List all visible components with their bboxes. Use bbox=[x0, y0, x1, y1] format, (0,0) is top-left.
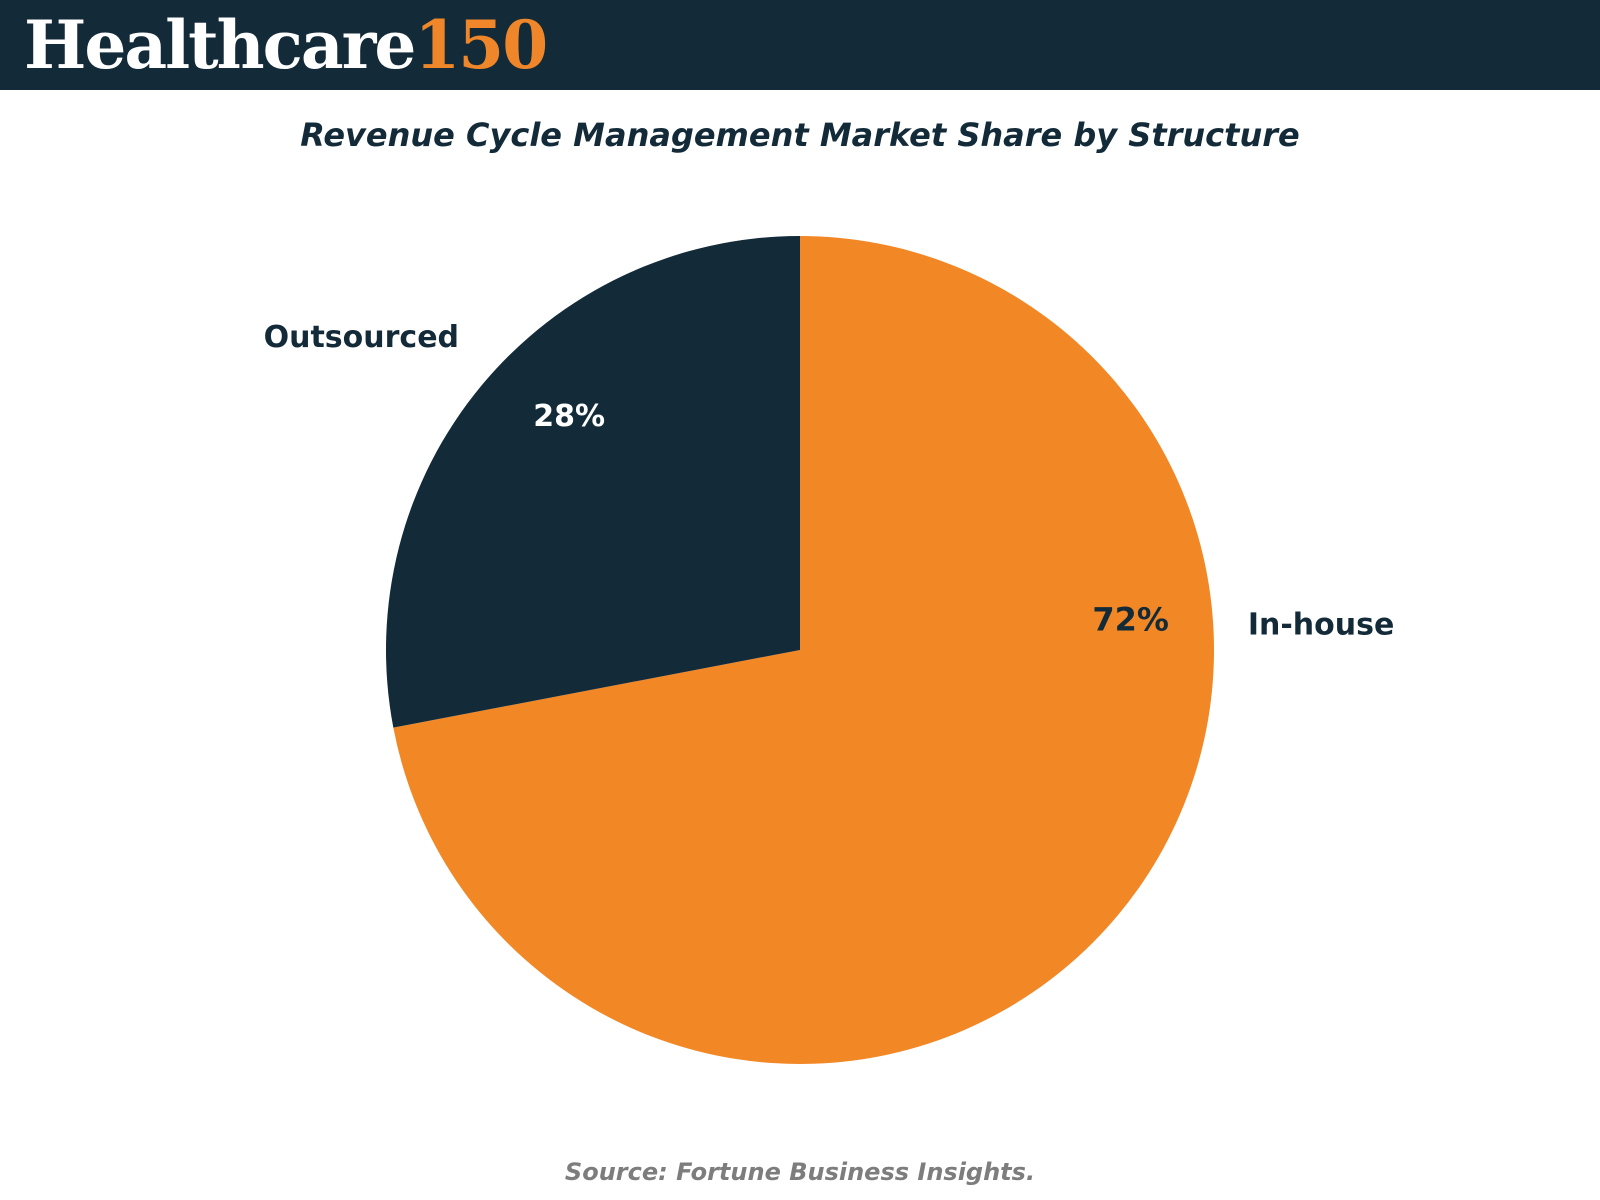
source-note: Source: Fortune Business Insights. bbox=[564, 1158, 1036, 1186]
logo-word: Healthcare bbox=[24, 6, 416, 84]
logo-number: 150 bbox=[414, 6, 548, 84]
chart-title: Revenue Cycle Management Market Share by… bbox=[300, 116, 1300, 154]
healthcare150-logo: Healthcare150 bbox=[24, 4, 548, 86]
category-label-in-house: In-house bbox=[1248, 608, 1395, 643]
header-bar: Healthcare150 bbox=[0, 0, 1600, 90]
value-label-outsourced: 28% bbox=[533, 399, 605, 434]
slice-outsourced bbox=[386, 236, 800, 728]
slice-in-house bbox=[393, 236, 1214, 1064]
category-label-outsourced: Outsourced bbox=[264, 320, 459, 355]
value-label-in-house: 72% bbox=[1092, 601, 1169, 639]
